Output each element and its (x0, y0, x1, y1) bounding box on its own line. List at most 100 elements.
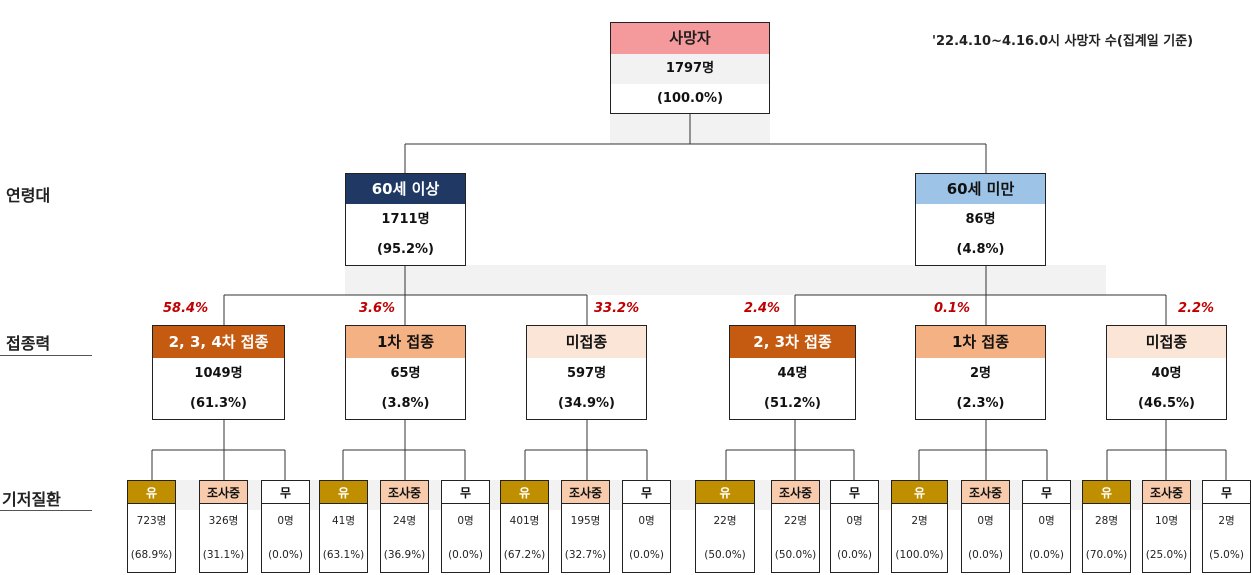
condition-percent: (0.0%) (629, 549, 664, 561)
condition-label: 조사중 (1142, 480, 1191, 504)
age-percent: (95.2%) (377, 242, 434, 257)
vax-count: 1049명 (194, 366, 243, 381)
condition-count: 195명 (570, 515, 601, 527)
condition-label: 무 (1022, 480, 1071, 504)
vax-rate: 2.2% (1178, 301, 1215, 316)
condition-label: 유 (1082, 480, 1131, 504)
condition-label: 무 (830, 480, 879, 504)
age-title: 60세 이상 (346, 174, 465, 204)
condition-percent: (25.0%) (1145, 549, 1188, 561)
condition-percent: (32.7%) (564, 549, 607, 561)
vax-rate: 33.2% (594, 301, 640, 316)
condition-leaf: 조사중 326명 (31.1%) (199, 480, 248, 573)
root-node-deaths: 사망자 1797명 (100.0%) (610, 22, 770, 114)
vax-count: 40명 (1151, 366, 1182, 381)
age-count: 86명 (965, 212, 996, 227)
condition-count: 723명 (136, 515, 167, 527)
condition-leaf: 무 0명 (0.0%) (1022, 480, 1071, 573)
condition-count: 2명 (911, 515, 928, 527)
condition-leaf: 유 2명 (100.0%) (891, 480, 948, 573)
condition-label: 유 (500, 480, 549, 504)
condition-count: 2명 (1218, 515, 1235, 527)
vax-title: 2, 3차 접종 (730, 326, 855, 358)
condition-leaf: 유 41명 (63.1%) (319, 480, 368, 573)
vax-title: 미접종 (1107, 326, 1226, 358)
condition-label: 유 (319, 480, 368, 504)
age-node-60-plus: 60세 이상 1711명 (95.2%) (345, 173, 466, 266)
condition-leaf: 유 22명 (50.0%) (695, 480, 755, 573)
condition-count: 22명 (783, 515, 808, 527)
condition-label: 조사중 (961, 480, 1010, 504)
condition-percent: (50.0%) (774, 549, 817, 561)
condition-count: 326명 (208, 515, 239, 527)
vax-title: 1차 접종 (916, 326, 1045, 358)
vax-node: 2, 3, 4차 접종 1049명 (61.3%) (152, 325, 285, 420)
condition-label: 유 (695, 480, 755, 504)
root-percent: (100.0%) (656, 91, 724, 106)
condition-count: 0명 (457, 515, 474, 527)
condition-percent: (0.0%) (448, 549, 483, 561)
condition-label: 조사중 (199, 480, 248, 504)
row-label-condition-underline (0, 510, 92, 511)
row-label-vaccination-underline (0, 355, 92, 356)
condition-percent: (31.1%) (202, 549, 245, 561)
condition-leaf: 무 0명 (0.0%) (830, 480, 879, 573)
vax-percent: (61.3%) (190, 396, 247, 411)
condition-leaf: 무 0명 (0.0%) (261, 480, 310, 573)
condition-leaf: 유 723명 (68.9%) (127, 480, 176, 573)
condition-label: 조사중 (380, 480, 429, 504)
condition-count: 41명 (331, 515, 356, 527)
condition-leaf: 조사중 195명 (32.7%) (561, 480, 610, 573)
vax-percent: (51.2%) (764, 396, 821, 411)
age-node-under-60: 60세 미만 86명 (4.8%) (915, 173, 1046, 266)
vax-node: 2, 3차 접종 44명 (51.2%) (729, 325, 856, 420)
condition-percent: (63.1%) (322, 549, 365, 561)
vax-count: 2명 (969, 366, 991, 381)
condition-leaf: 조사중 22명 (50.0%) (771, 480, 820, 573)
condition-percent: (36.9%) (383, 549, 426, 561)
condition-percent: (0.0%) (968, 549, 1003, 561)
condition-leaf: 무 2명 (5.0%) (1202, 480, 1251, 573)
vax-node: 1차 접종 65명 (3.8%) (345, 325, 466, 420)
condition-leaf: 조사중 0명 (0.0%) (961, 480, 1010, 573)
condition-percent: (68.9%) (130, 549, 173, 561)
condition-count: 0명 (977, 515, 994, 527)
root-title: 사망자 (611, 23, 769, 54)
condition-label: 무 (622, 480, 671, 504)
date-range-note: '22.4.10~4.16.0시 사망자 수(집계일 기준) (932, 34, 1194, 49)
age-percent: (4.8%) (956, 242, 1005, 257)
vax-title: 1차 접종 (346, 326, 465, 358)
age-band (345, 265, 1106, 295)
age-title: 60세 미만 (916, 174, 1045, 204)
condition-count: 0명 (1038, 515, 1055, 527)
vax-rate: 0.1% (934, 301, 971, 316)
condition-label: 무 (261, 480, 310, 504)
condition-percent: (0.0%) (837, 549, 872, 561)
condition-label: 유 (891, 480, 948, 504)
condition-count: 0명 (638, 515, 655, 527)
vax-node: 1차 접종 2명 (2.3%) (915, 325, 1046, 420)
vax-count: 44명 (777, 366, 808, 381)
vax-title: 미접종 (527, 326, 646, 358)
condition-leaf: 조사중 24명 (36.9%) (380, 480, 429, 573)
condition-percent: (0.0%) (1029, 549, 1064, 561)
condition-percent: (0.0%) (268, 549, 303, 561)
condition-label: 조사중 (771, 480, 820, 504)
condition-label: 무 (1202, 480, 1251, 504)
condition-percent: (67.2%) (503, 549, 546, 561)
condition-percent: (100.0%) (895, 549, 944, 561)
condition-leaf: 무 0명 (0.0%) (622, 480, 671, 573)
row-label-condition: 기저질환 (2, 490, 61, 509)
root-count: 1797명 (611, 54, 769, 84)
condition-count: 24명 (392, 515, 417, 527)
condition-percent: (5.0%) (1209, 549, 1244, 561)
vax-rate: 2.4% (744, 301, 781, 316)
vax-percent: (34.9%) (558, 396, 615, 411)
vax-percent: (2.3%) (956, 396, 1005, 411)
row-label-vaccination: 접종력 (6, 334, 51, 353)
vax-node: 미접종 40명 (46.5%) (1106, 325, 1227, 420)
condition-leaf: 유 401명 (67.2%) (500, 480, 549, 573)
condition-percent: (70.0%) (1085, 549, 1128, 561)
condition-label: 무 (441, 480, 490, 504)
